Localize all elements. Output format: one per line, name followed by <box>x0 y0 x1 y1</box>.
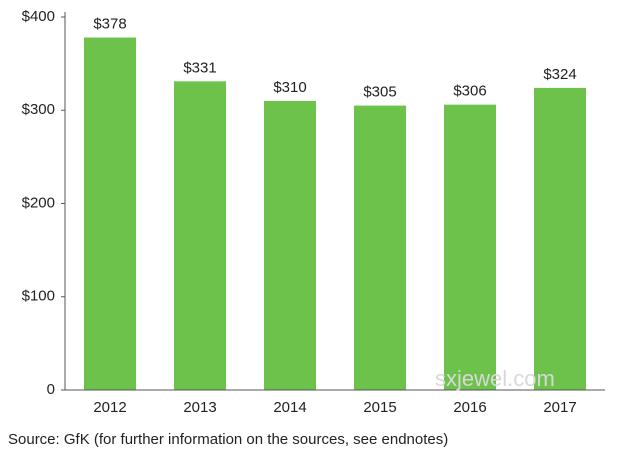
x-tick-label: 2012 <box>93 399 126 416</box>
y-tick-label: $300 <box>22 101 55 118</box>
watermark: sxjewel.com <box>435 366 555 391</box>
bar <box>534 87 586 391</box>
bar <box>444 104 496 390</box>
value-label: $310 <box>273 79 306 96</box>
bar <box>84 37 136 390</box>
y-tick-label: $100 <box>22 288 55 305</box>
x-tick-label: 2016 <box>453 399 486 416</box>
source-note: Source: GfK (for further information on … <box>8 431 448 448</box>
bar <box>354 105 406 391</box>
x-tick-label: 2014 <box>273 399 306 416</box>
y-tick-label: 0 <box>47 381 55 398</box>
value-label: $324 <box>543 66 576 83</box>
x-tick-label: 2017 <box>543 399 576 416</box>
x-tick-label: 2015 <box>363 399 396 416</box>
value-label: $305 <box>363 84 396 101</box>
bar <box>264 100 316 391</box>
y-tick-label: $200 <box>22 194 55 211</box>
value-label: $306 <box>453 83 486 100</box>
x-tick-label: 2013 <box>183 399 216 416</box>
value-label: $331 <box>183 59 216 76</box>
value-label: $378 <box>93 15 126 32</box>
bar <box>174 81 226 390</box>
y-tick-label: $400 <box>22 8 55 25</box>
